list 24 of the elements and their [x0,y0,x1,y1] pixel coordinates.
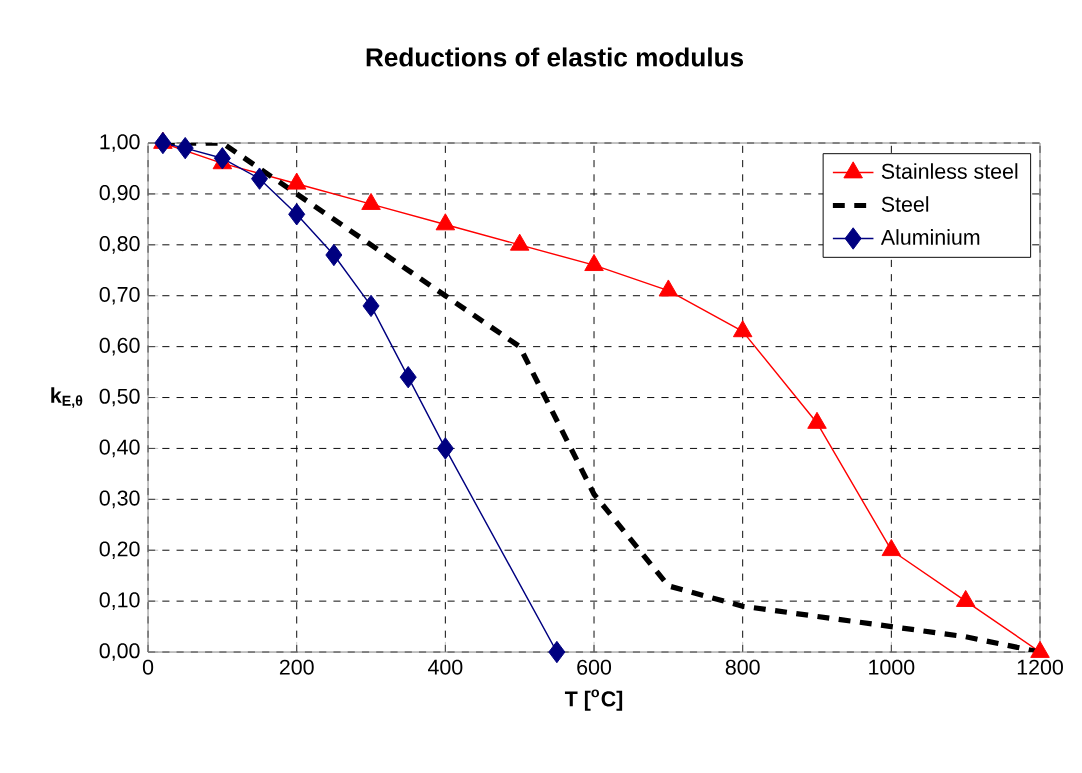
x-tick-label: 800 [725,659,760,675]
y-tick-label: 0,60 [99,337,140,356]
y-tick-label: 0,20 [99,541,140,560]
y-tick-label: 0,40 [99,439,140,458]
x-tick-label: 0 [142,659,154,675]
y-tick-label: 0,80 [99,235,140,254]
y-tick-label: 0,70 [99,286,140,305]
y-tick-label: 0,90 [99,185,140,203]
y-tick-label: 0,50 [99,388,140,407]
legend-label: Aluminium [880,229,980,245]
y-tick-label: 1,00 [100,134,140,152]
x-tick-label: 600 [577,659,612,675]
legend-label: Stainless steel [881,163,1018,179]
y-tick-label: 0,30 [99,490,140,509]
y-tick-label: 0,10 [99,592,140,610]
x-tick-label: 1000 [869,659,915,675]
y-tick-label: 0,00 [99,643,140,661]
chart-title: Reductions of elastic modulus [366,47,744,67]
y-axis-title: k$_{E,θ}$ [51,387,83,408]
x-tick-label: 200 [279,659,314,675]
legend-label: Steel [881,196,929,212]
x-axis-title: T [$^{o}$C] [564,689,623,711]
x-tick-label: 400 [428,659,463,675]
x-tick-label: 1200 [1017,659,1063,675]
